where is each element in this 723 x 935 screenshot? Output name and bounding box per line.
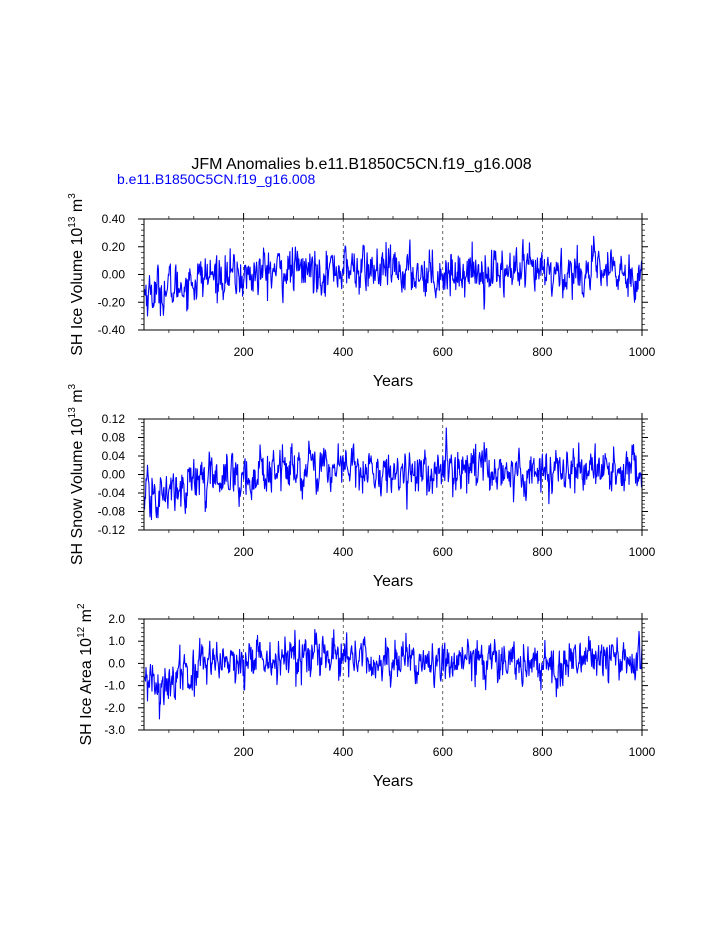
y-tick-label: 0.40 — [102, 212, 126, 226]
x-tick-label: 400 — [333, 545, 353, 559]
y-axis-label: SH Snow Volume 1013 m3 — [67, 383, 86, 565]
y-tick-label: 0.20 — [102, 240, 126, 254]
series-line-1 — [143, 235, 643, 317]
page-title: JFM Anomalies b.e11.B1850C5CN.f19_g16.00… — [191, 156, 532, 173]
series-line-3 — [144, 629, 643, 720]
x-tick-label: 800 — [532, 345, 552, 359]
y-tick-label: -2.0 — [104, 701, 125, 715]
chart-panel-3: 200 400 600 800 1000 -3.0 -2.0 -1.0 0.0 1.0 2.0 Yea… — [76, 603, 656, 790]
x-tick-label: 600 — [433, 745, 453, 759]
chart-panel-2: 200 400 600 800 1000 -0.12 -0.08 -0.04 0.00 0.04 0… — [67, 383, 656, 590]
x-tick-label: 1000 — [629, 345, 656, 359]
x-tick-label: 200 — [234, 745, 254, 759]
y-tick-label: 0.08 — [102, 431, 126, 445]
x-axis-label: Years — [373, 373, 413, 390]
x-tick-label: 800 — [532, 545, 552, 559]
x-tick-label: 1000 — [629, 545, 656, 559]
x-tick-label: 200 — [234, 345, 254, 359]
x-tick-label: 200 — [234, 545, 254, 559]
series-line-2 — [143, 427, 643, 521]
y-tick-label: 2.0 — [108, 612, 125, 626]
x-axis-label: Years — [373, 573, 413, 590]
y-tick-label: -0.40 — [98, 323, 126, 337]
x-tick-label: 600 — [433, 545, 453, 559]
y-axis-label: SH Ice Area 1012 m2 — [76, 603, 95, 746]
y-tick-label: 1.0 — [108, 634, 125, 648]
y-tick-label: 0.00 — [102, 468, 126, 482]
y-axis-label-unit: m — [69, 199, 86, 217]
y-tick-label: -0.08 — [98, 505, 126, 519]
y-tick-label: -0.04 — [98, 486, 126, 500]
y-tick-label: 0.12 — [102, 412, 126, 426]
y-axis-label-unit: m — [69, 389, 86, 407]
y-axis-label: SH Ice Volume 1013 m3 — [67, 193, 86, 356]
y-axis-label-exp: 12 — [76, 626, 87, 638]
y-tick-label: 0.04 — [102, 449, 126, 463]
y-axis-label-main: SH Ice Volume 10 — [69, 228, 86, 356]
y-tick-label: -1.0 — [104, 679, 125, 693]
y-axis-label-unit-exp: 3 — [67, 383, 78, 389]
y-tick-label: -3.0 — [104, 723, 125, 737]
chart-panel-1: 200 400 600 800 1000 -0.40 -0.20 0.00 0.20 0.40 Ye… — [67, 193, 656, 390]
x-axis-label: Years — [373, 773, 413, 790]
y-tick-label: -0.12 — [98, 523, 126, 537]
y-axis-label-unit-exp: 2 — [76, 603, 87, 609]
y-tick-label: 0.00 — [102, 268, 126, 282]
y-axis-label-exp: 13 — [67, 407, 78, 419]
x-tick-label: 600 — [433, 345, 453, 359]
x-tick-label: 400 — [333, 345, 353, 359]
y-tick-label: 0.0 — [108, 656, 125, 670]
y-axis-label-exp: 13 — [67, 216, 78, 228]
y-axis-label-unit: m — [78, 609, 95, 627]
x-tick-label: 1000 — [629, 745, 656, 759]
x-tick-label: 800 — [532, 745, 552, 759]
y-axis-label-main: SH Snow Volume 10 — [69, 418, 86, 565]
y-axis-label-unit-exp: 3 — [67, 193, 78, 199]
subtitle: b.e11.B1850C5CN.f19_g16.008 — [117, 171, 316, 187]
y-axis-label-main: SH Ice Area 10 — [78, 638, 95, 746]
x-tick-label: 400 — [333, 745, 353, 759]
y-tick-label: -0.20 — [98, 295, 126, 309]
